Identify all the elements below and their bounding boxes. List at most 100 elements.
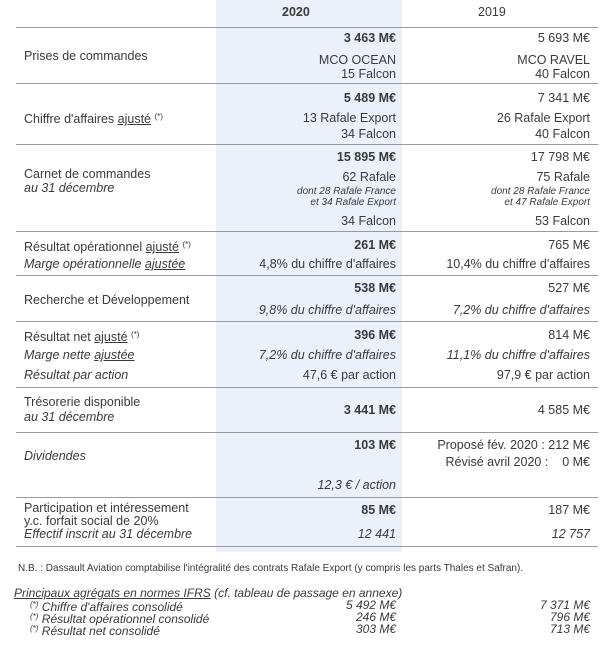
value-2020: 103 M€: [354, 438, 396, 452]
row-label-ca: Chiffre d'affaires ajusté (*): [24, 110, 163, 126]
column-2020-highlight: [216, 0, 402, 552]
value-2020: 3 441 M€: [343, 403, 396, 417]
ifrs-value-2019: 796 M€: [549, 610, 590, 624]
value-2020: 4,8% du chiffre d'affaires: [259, 257, 396, 271]
detail-2019: 53 Falcon: [535, 214, 590, 228]
value-2019: 17 798 M€: [530, 150, 590, 164]
row-label-marge-nette: Marge nette ajustée: [24, 348, 135, 362]
ifrs-title-rest: (cf. tableau de passage en annexe): [210, 586, 403, 600]
row-label-rpa: Résultat par action: [24, 368, 129, 382]
row-label-forfait: y.c. forfait social de 20%: [24, 514, 159, 528]
value-2019: 12 757: [551, 527, 590, 541]
divider: [16, 83, 598, 84]
value-2020: 12,3 € / action: [317, 478, 396, 492]
row-label-dividendes: Dividendes: [24, 449, 86, 463]
row-label-rnet: Résultat net ajusté (*): [24, 328, 139, 344]
value-2020: 538 M€: [354, 281, 396, 295]
footnote-mark: (*): [30, 600, 39, 609]
value-2019: 7 341 M€: [537, 91, 590, 105]
label-underlined: ajustée: [144, 257, 186, 271]
detail-2019: MCO RAVEL: [517, 53, 590, 67]
detail-2019: 40 Falcon: [535, 127, 590, 141]
divider: [16, 27, 598, 28]
detail-2020: 34 Falcon: [341, 127, 396, 141]
row-label-effectif: Effectif inscrit au 31 décembre: [24, 527, 193, 541]
ifrs-label: Résultat net consolidé: [41, 624, 160, 638]
label-underlined: ajusté: [145, 240, 179, 254]
detail-2019: et 47 Rafale Export: [504, 197, 590, 208]
value-2019: 7,2% du chiffre d'affaires: [452, 303, 590, 317]
footnote-mark: (*): [30, 624, 39, 633]
divider: [16, 144, 598, 145]
detail-2019: 75 Rafale: [536, 170, 590, 184]
label-text: Résultat net: [24, 330, 95, 344]
footnote-mark: (*): [30, 612, 39, 621]
row-sublabel: au 31 décembre: [24, 181, 115, 195]
ifrs-value-2019: 7 371 M€: [539, 598, 590, 612]
detail-2020: 15 Falcon: [341, 67, 396, 81]
label-underlined: ajusté: [94, 330, 128, 344]
value-2019: Proposé fév. 2020 : 212 M€: [437, 438, 590, 452]
value-2020: 12 441: [357, 527, 396, 541]
row-label-marge-op: Marge opérationnelle ajustée: [24, 257, 185, 271]
value-2020: 7,2% du chiffre d'affaires: [258, 348, 396, 362]
divider: [16, 231, 598, 232]
value-2020: 396 M€: [354, 328, 396, 342]
ifrs-value-2019: 713 M€: [549, 622, 590, 636]
value-2019: 527 M€: [548, 281, 590, 295]
row-label-rd: Recherche et Développement: [24, 293, 190, 307]
ifrs-label: Résultat opérationnel consolidé: [41, 612, 210, 626]
row-label-participation: Participation et intéressement: [24, 501, 189, 515]
footnote-nb: N.B. : Dassault Aviation comptabilise l'…: [18, 563, 524, 574]
row-sublabel: au 31 décembre: [24, 410, 115, 424]
row-label-rop: Résultat opérationnel ajusté (*): [24, 238, 191, 254]
detail-2020: dont 28 Rafale France: [297, 186, 396, 197]
divider: [16, 432, 598, 433]
ifrs-value-2020: 303 M€: [355, 622, 396, 636]
detail-2019: dont 28 Rafale France: [491, 186, 590, 197]
footnote-mark: (*): [131, 330, 140, 339]
detail-2020: MCO OCEAN: [318, 53, 396, 67]
ifrs-title: Principaux agrégats en normes IFRS (cf. …: [14, 586, 402, 600]
label-text: Résultat opérationnel: [24, 240, 146, 254]
value-2019: 4 585 M€: [537, 403, 590, 417]
value-2020: 47,6 € par action: [302, 368, 396, 382]
ifrs-label: Chiffre d'affaires consolidé: [41, 600, 183, 614]
detail-2020: 62 Rafale: [342, 170, 396, 184]
footnote-mark: (*): [182, 240, 191, 249]
value-2020: 15 895 M€: [336, 150, 396, 164]
ifrs-value-2020: 5 492 M€: [345, 598, 396, 612]
header-2020: 2020: [282, 5, 310, 19]
detail-2020: 13 Rafale Export: [302, 111, 396, 125]
detail-2019: 40 Falcon: [535, 67, 590, 81]
ifrs-value-2020: 246 M€: [355, 610, 396, 624]
detail-2020: et 34 Rafale Export: [310, 197, 396, 208]
value-2019: 97,9 € par action: [496, 368, 590, 382]
value-2020: 85 M€: [361, 503, 396, 517]
row-label-prises: Prises de commandes: [24, 49, 148, 63]
value-2019: Révisé avril 2020 : 0 M€: [445, 455, 590, 469]
value-2019: 765 M€: [548, 238, 590, 252]
divider: [16, 275, 598, 276]
value-2020: 3 463 M€: [343, 31, 396, 45]
value-2020: 261 M€: [354, 238, 396, 252]
divider: [16, 497, 598, 498]
label-text: Marge opérationnelle: [24, 257, 145, 271]
value-2019: 814 M€: [548, 328, 590, 342]
label-text: Chiffre d'affaires: [24, 112, 118, 126]
label-underlined: ajustée: [94, 348, 135, 362]
divider: [16, 387, 598, 388]
row-label-treso: Trésorerie disponible: [24, 395, 141, 409]
divider: [16, 546, 598, 547]
label-text: Marge nette: [24, 348, 95, 362]
value-2019: 11,1% du chiffre d'affaires: [446, 348, 590, 362]
detail-2020: 34 Falcon: [341, 214, 396, 228]
row-label-carnet: Carnet de commandes: [24, 167, 151, 181]
value-2019: 187 M€: [548, 503, 590, 517]
value-2020: 9,8% du chiffre d'affaires: [258, 303, 396, 317]
footnote-mark: (*): [154, 112, 163, 121]
value-2019: 10,4% du chiffre d'affaires: [446, 257, 590, 271]
header-2019: 2019: [478, 5, 506, 19]
value-2019: 5 693 M€: [537, 31, 590, 45]
